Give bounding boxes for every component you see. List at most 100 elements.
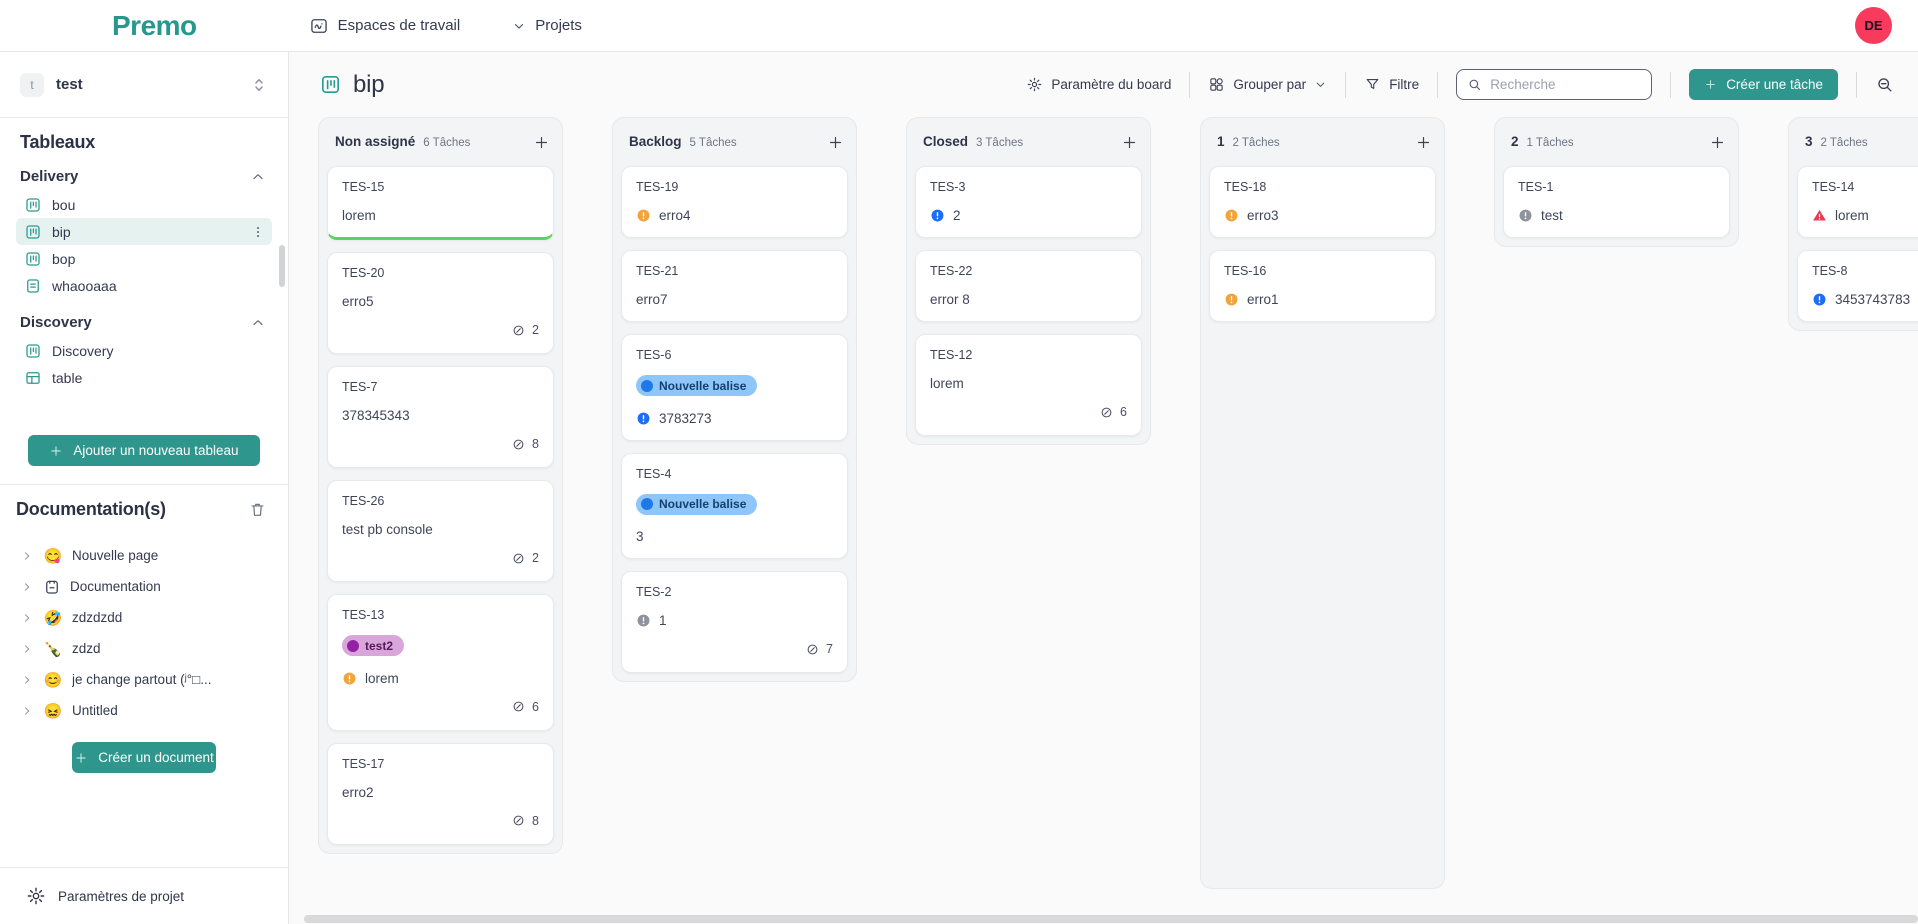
project-settings[interactable]: Paramètres de projet — [0, 867, 288, 924]
project-selector[interactable]: t test — [0, 52, 288, 118]
add-card-button[interactable] — [1709, 134, 1726, 156]
chevron-right-icon[interactable] — [20, 549, 34, 563]
priority-blue-icon — [636, 411, 651, 426]
toolbar-divider — [1437, 71, 1439, 98]
task-card-TES-3[interactable]: TES-3 2 — [915, 166, 1142, 238]
zoom-out-icon — [1878, 78, 1892, 92]
task-card-TES-26[interactable]: TES-26 test pb console 2 — [327, 480, 554, 582]
sidebar-item-bop[interactable]: bop — [16, 245, 272, 272]
task-card-TES-1[interactable]: TES-1 test — [1503, 166, 1730, 238]
task-card-TES-16[interactable]: TES-16 erro1 — [1209, 250, 1436, 322]
add-card-button[interactable] — [1415, 134, 1432, 156]
task-title: 378345343 — [342, 408, 410, 423]
task-card-TES-19[interactable]: TES-19 erro4 — [621, 166, 848, 238]
docs-heading: Documentation(s) — [16, 499, 166, 519]
group-by-button[interactable]: Grouper par — [1208, 76, 1327, 93]
column-task-count: 5 Tâches — [689, 137, 737, 149]
task-card-TES-12[interactable]: TES-12 lorem 6 — [915, 334, 1142, 436]
linked-count-value: 6 — [532, 699, 539, 714]
task-card-TES-4[interactable]: TES-4 Nouvelle balise 3 — [621, 452, 848, 559]
zoom-out-button[interactable] — [1875, 75, 1894, 94]
add-board-label: Ajouter un nouveau tableau — [73, 443, 239, 458]
add-board-button[interactable]: Ajouter un nouveau tableau — [28, 435, 260, 466]
nav-workspaces[interactable]: Espaces de travail — [309, 16, 460, 36]
sidebar-item-Discovery[interactable]: Discovery — [16, 337, 272, 364]
linked-count: 6 — [930, 403, 1127, 421]
create-task-button[interactable]: Créer une tâche — [1689, 69, 1838, 100]
document-item[interactable]: Documentation — [16, 571, 272, 602]
task-id: TES-1 — [1518, 180, 1554, 194]
task-card-TES-15[interactable]: TES-15 lorem — [327, 166, 554, 240]
document-icon — [27, 278, 39, 293]
document-item[interactable]: 🤣 zdzdzdd — [16, 602, 272, 633]
search-input[interactable] — [1490, 77, 1642, 92]
task-card-TES-7[interactable]: TES-7 378345343 8 — [327, 366, 554, 468]
project-name: test — [56, 76, 83, 93]
boards-groups: Delivery bou bip bop whaooaaa Discovery Discov… — [16, 168, 272, 391]
chevron-right-icon[interactable] — [20, 673, 34, 687]
link-icon — [513, 439, 524, 449]
task-card-TES-18[interactable]: TES-18 erro3 — [1209, 166, 1436, 238]
board-settings-button[interactable]: Paramètre du board — [1026, 76, 1171, 93]
board-item-label: bop — [52, 250, 76, 267]
add-card-button[interactable] — [533, 134, 550, 156]
document-emoji-icon: 😊 — [43, 671, 63, 689]
board-group-header[interactable]: Discovery — [20, 314, 266, 331]
filter-button[interactable]: Filtre — [1364, 76, 1419, 93]
chevron-right-icon[interactable] — [20, 611, 34, 625]
task-card-TES-6[interactable]: TES-6 Nouvelle balise 3783273 — [621, 334, 848, 441]
task-title: 1 — [659, 613, 667, 628]
column-task-count: 1 Tâches — [1526, 137, 1574, 149]
board-item-label: Discovery — [52, 342, 114, 359]
toolbar-divider — [1670, 71, 1672, 98]
task-id: TES-2 — [636, 585, 672, 599]
sidebar-item-whaooaaa[interactable]: whaooaaa — [16, 272, 272, 299]
create-document-button[interactable]: Créer un document — [72, 742, 216, 773]
column-task-count: 2 Tâches — [1820, 137, 1868, 149]
kanban-icon — [26, 197, 40, 212]
linked-count: 2 — [342, 549, 539, 567]
badge-dot — [641, 498, 653, 510]
kanban-icon — [26, 343, 40, 358]
nav-projects[interactable]: Projets — [512, 17, 582, 34]
sidebar-item-bou[interactable]: bou — [16, 191, 272, 218]
task-card-TES-17[interactable]: TES-17 erro2 8 — [327, 742, 554, 845]
task-card-TES-22[interactable]: TES-22 error 8 — [915, 250, 1142, 322]
linked-count-value: 2 — [532, 551, 539, 565]
user-avatar[interactable]: DE — [1855, 7, 1892, 44]
documents-list: 😋 Nouvelle page Documentation 🤣 zdzdzdd 🍾 zdzd… — [16, 540, 272, 726]
column-Backlog: Backlog 5 Tâches TES-19 erro4 TES-21 erro7 T… — [612, 117, 857, 682]
task-title: erro2 — [342, 784, 374, 800]
plus-icon — [1123, 136, 1136, 149]
task-card-TES-8[interactable]: TES-8 3453743783 — [1797, 250, 1918, 322]
sidebar-item-table[interactable]: table — [16, 364, 272, 391]
task-id: TES-7 — [342, 380, 378, 394]
column-2: 2 1 Tâches TES-1 test — [1494, 117, 1739, 247]
task-card-TES-14[interactable]: TES-14 lorem — [1797, 166, 1918, 238]
document-item[interactable]: 😖 Untitled — [16, 695, 272, 726]
task-card-TES-20[interactable]: TES-20 erro5 2 — [327, 252, 554, 354]
document-item[interactable]: 😋 Nouvelle page — [16, 540, 272, 571]
linked-count-value: 2 — [532, 323, 539, 337]
task-card-TES-21[interactable]: TES-21 erro7 — [621, 250, 848, 322]
horizontal-scrollbar[interactable] — [304, 915, 1918, 923]
kanban-icon — [26, 224, 40, 239]
chevron-right-icon[interactable] — [20, 704, 34, 718]
linked-count: 2 — [342, 321, 539, 339]
document-item[interactable]: 😊 je change partout (ʲ°□... — [16, 664, 272, 695]
trash-icon[interactable] — [249, 501, 266, 518]
task-card-TES-2[interactable]: TES-2 1 7 — [621, 571, 848, 673]
add-card-button[interactable] — [827, 134, 844, 156]
sidebar-scrollbar[interactable] — [279, 245, 285, 287]
chevron-right-icon[interactable] — [20, 580, 34, 594]
chevron-right-icon[interactable] — [20, 642, 34, 656]
task-card-TES-13[interactable]: TES-13 test2 lorem 6 — [327, 594, 554, 731]
table-icon — [26, 371, 40, 384]
dots-menu-icon[interactable] — [250, 224, 266, 240]
task-title: erro5 — [342, 294, 374, 309]
board-group-header[interactable]: Delivery — [20, 168, 266, 185]
document-item[interactable]: 🍾 zdzd — [16, 633, 272, 664]
add-card-button[interactable] — [1121, 134, 1138, 156]
toolbar-divider — [1856, 71, 1857, 98]
sidebar-item-bip[interactable]: bip — [16, 218, 272, 245]
